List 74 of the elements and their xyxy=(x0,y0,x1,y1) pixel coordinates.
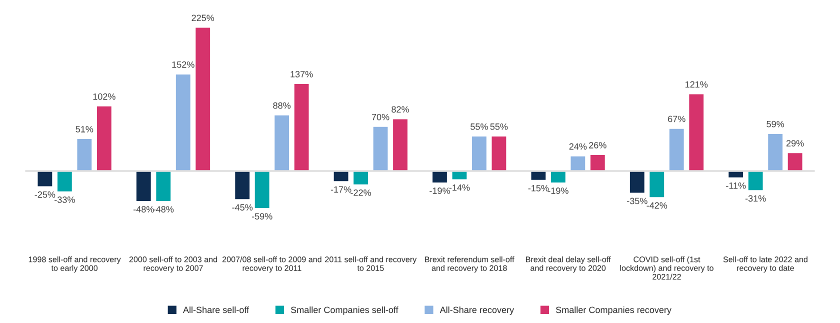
bar xyxy=(36,170,54,188)
data-label: -19% xyxy=(430,188,450,194)
data-label: 102% xyxy=(93,93,116,100)
bar xyxy=(234,170,251,200)
bar xyxy=(786,152,804,172)
data-label: 26% xyxy=(589,142,606,148)
data-label: 70% xyxy=(372,114,390,120)
x-tick-label: Sell-off to late 2022 and recovery to date xyxy=(723,256,808,273)
x-tick-label: Brexit deal delay sell-off and recovery to 2020 xyxy=(526,256,611,273)
x-tick-label: 2011 sell-off and recovery to 2015 xyxy=(325,256,417,271)
bar xyxy=(174,73,192,172)
bar xyxy=(154,170,172,202)
bar xyxy=(766,132,784,172)
data-label: 82% xyxy=(392,106,409,113)
data-label: -35% xyxy=(627,198,648,204)
bar xyxy=(628,170,646,194)
data-label: -17% xyxy=(330,186,352,193)
data-label: -31% xyxy=(745,195,766,202)
data-label: 137% xyxy=(290,71,313,78)
data-label: 55% xyxy=(490,124,508,130)
data-label: -33% xyxy=(54,196,75,203)
bar xyxy=(688,92,705,172)
data-label: -59% xyxy=(252,213,272,220)
data-label: -25% xyxy=(34,191,56,198)
x-tick-label: 2000 sell-off to 2003 and recovery to 2007 xyxy=(129,256,218,273)
bar xyxy=(76,138,94,172)
data-label: 88% xyxy=(273,102,291,109)
data-label: 121% xyxy=(686,81,708,88)
data-label: -48% xyxy=(153,206,174,212)
data-label: -45% xyxy=(232,204,253,211)
bar xyxy=(253,170,271,210)
bar xyxy=(135,170,152,202)
bar xyxy=(352,170,370,186)
data-label: -15% xyxy=(528,185,549,192)
legend-label: Smaller Companies recovery xyxy=(556,306,672,315)
data-label: 51% xyxy=(76,126,94,132)
data-label: -19% xyxy=(548,188,568,194)
data-label: -42% xyxy=(646,202,668,209)
bar xyxy=(569,154,587,172)
bar xyxy=(470,135,488,172)
bar xyxy=(668,127,686,172)
data-label: 24% xyxy=(569,143,587,150)
x-tick-label: COVID sell-off (1st lockdown) and recovery to 2021/22 xyxy=(620,256,714,280)
data-label: -14% xyxy=(449,184,470,191)
bar xyxy=(746,170,764,192)
x-tick-label: 1998 sell-off and recovery to early 2000 xyxy=(28,256,121,273)
x-tick-label: Brexit referendum sell-off and recovery to 2018 xyxy=(425,256,514,273)
data-label: 67% xyxy=(668,116,686,122)
data-label: -48% xyxy=(134,206,154,212)
data-label: 55% xyxy=(470,124,488,130)
bar xyxy=(332,170,350,183)
bar xyxy=(589,154,606,172)
data-label: 59% xyxy=(766,120,784,128)
bar xyxy=(530,170,548,182)
bar xyxy=(194,26,212,172)
data-label: 29% xyxy=(786,140,804,146)
bar xyxy=(490,135,508,172)
data-label: -11% xyxy=(726,182,746,189)
bar xyxy=(96,105,113,172)
bar xyxy=(431,170,448,184)
bar xyxy=(372,126,390,172)
bar xyxy=(550,170,567,184)
data-label: 152% xyxy=(172,61,194,68)
bar xyxy=(273,114,290,172)
legend-label: All-Share recovery xyxy=(440,306,514,315)
legend-label: Smaller Companies sell-off xyxy=(290,306,398,315)
bar xyxy=(392,118,409,172)
bar xyxy=(292,82,310,172)
data-label: -22% xyxy=(350,189,371,196)
bar xyxy=(56,170,74,193)
legend-label: All-Share sell-off xyxy=(182,306,250,314)
x-tick-label: 2007/08 sell-off to 2009 and recovery to 2011 xyxy=(222,256,322,273)
data-label: 225% xyxy=(192,14,214,22)
bar xyxy=(648,170,666,199)
